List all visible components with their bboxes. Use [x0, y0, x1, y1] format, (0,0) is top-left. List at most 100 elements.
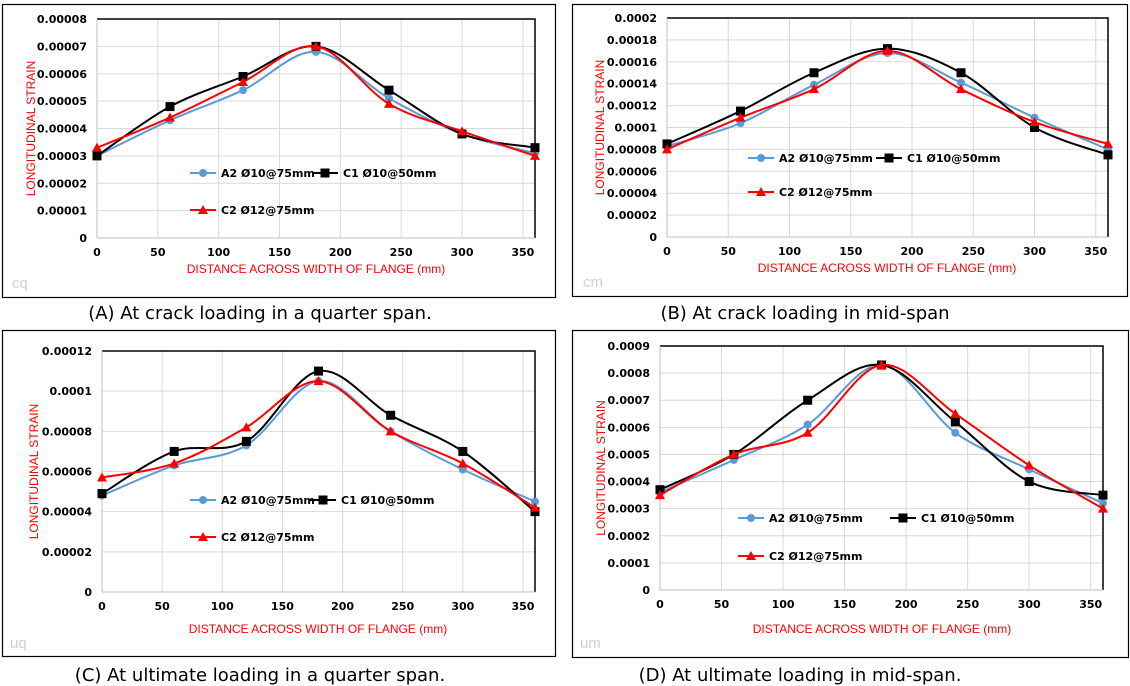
y-tick-label: 0.00002	[42, 546, 92, 559]
y-tick-label: 0.00008	[37, 13, 87, 26]
y-tick-label: 0.00016	[607, 56, 657, 69]
panel-caption: (D) At ultimate loading in mid-span.	[639, 665, 962, 686]
y-tick-label: 0.0001	[50, 385, 92, 398]
x-axis-title: DISTANCE ACROSS WIDTH OF FLANGE (mm)	[753, 622, 1011, 636]
watermark: cm	[583, 274, 603, 291]
marker-square	[655, 485, 665, 495]
x-tick-label: 0	[663, 245, 671, 258]
marker-triangle	[169, 458, 180, 468]
marker-circle	[385, 94, 393, 103]
plot-frame	[97, 18, 536, 238]
marker-square	[1024, 477, 1034, 487]
marker-triangle	[97, 472, 107, 482]
x-axis-title: DISTANCE ACROSS WIDTH OF FLANGE (mm)	[189, 622, 447, 636]
marker-square	[386, 410, 396, 420]
marker-square	[92, 151, 102, 161]
x-tick-label: 300	[1023, 245, 1046, 258]
marker-circle	[199, 496, 207, 504]
x-axis-title: DISTANCE ACROSS WIDTH OF FLANGE (mm)	[187, 262, 445, 276]
marker-circle	[951, 428, 960, 437]
marker-triangle	[950, 408, 961, 418]
x-tick-label: 0	[98, 600, 106, 613]
marker-triangle	[809, 84, 819, 94]
legend-item: A2 Ø10@75mm	[190, 167, 315, 180]
marker-square	[803, 395, 813, 405]
x-tick-label: 200	[895, 598, 918, 611]
marker-circle	[458, 465, 467, 474]
marker-triangle	[311, 41, 321, 51]
series-triangle	[655, 359, 1108, 513]
marker-square	[809, 68, 819, 78]
marker-triangle	[662, 144, 672, 154]
legend-label: C2 Ø12@75mm	[769, 550, 862, 563]
marker-square	[1103, 150, 1113, 160]
y-tick-label: 0.0004	[608, 476, 651, 489]
marker-square	[241, 436, 251, 446]
x-tick-label: 350	[511, 600, 534, 613]
x-tick-label: 350	[1084, 245, 1107, 258]
x-tick-label: 50	[721, 245, 737, 258]
legend-label: C1 Ø10@50mm	[907, 152, 1000, 165]
y-tick-label: 0.00005	[37, 95, 87, 108]
y-tick-label: 0.00004	[42, 506, 92, 519]
x-tick-label: 150	[268, 246, 291, 259]
chart-panel-a: 0 0.00001 0.00002 0.00003 0.00004 0.00005 0.00…	[1, 3, 557, 299]
x-tick-label: 100	[207, 246, 230, 259]
y-tick-label: 0.0002	[615, 12, 657, 25]
marker-triangle	[1098, 503, 1108, 513]
marker-triangle	[746, 551, 756, 560]
panel-caption: (B) At crack loading in mid-span	[660, 303, 949, 324]
y-tick-label: 0	[79, 232, 87, 245]
legend-label: A2 Ø10@75mm	[779, 152, 873, 165]
x-tick-label: 100	[772, 598, 795, 611]
panel-caption: (C) At ultimate loading in a quarter spa…	[75, 665, 445, 686]
y-tick-label: 0.00002	[37, 177, 87, 190]
panel-caption: (A) At crack loading in a quarter span.	[88, 303, 432, 324]
x-tick-label: 250	[956, 598, 979, 611]
marker-triangle	[1029, 117, 1040, 127]
marker-triangle	[1103, 138, 1113, 148]
y-tick-label: 0.00008	[607, 143, 657, 156]
marker-triangle	[165, 112, 175, 122]
marker-square	[238, 71, 248, 81]
marker-circle	[747, 514, 755, 522]
y-tick-label: 0.00014	[607, 78, 657, 91]
marker-triangle	[956, 84, 966, 94]
y-tick-label: 0.00006	[42, 466, 92, 479]
legend-item: C1 Ø10@50mm	[876, 152, 1000, 165]
x-axis-title: DISTANCE ACROSS WIDTH OF FLANGE (mm)	[758, 261, 1016, 275]
marker-square	[458, 446, 468, 456]
marker-square	[1030, 123, 1039, 132]
marker-triangle	[241, 422, 252, 432]
y-tick-label: 0.00006	[37, 68, 87, 81]
x-tick-label: 100	[211, 600, 234, 613]
marker-square	[97, 489, 107, 499]
y-tick-label: 0.00018	[607, 34, 657, 47]
x-tick-label: 150	[839, 245, 862, 258]
marker-circle	[1099, 499, 1107, 508]
marker-square	[318, 495, 328, 505]
y-axis-title: LONGITUDINAL STRAIN	[594, 400, 608, 536]
marker-square	[950, 417, 960, 427]
marker-square	[662, 139, 672, 149]
marker-triangle	[728, 449, 739, 459]
x-tick-label: 200	[901, 245, 924, 258]
plot-frame	[667, 17, 1109, 237]
x-tick-label: 350	[1079, 598, 1102, 611]
marker-square	[320, 168, 330, 178]
y-tick-label: 0.00012	[607, 100, 657, 113]
y-tick-label: 0.0008	[608, 367, 650, 380]
marker-triangle	[238, 76, 248, 86]
x-tick-label: 0	[93, 246, 101, 259]
y-tick-label: 0.00008	[42, 425, 92, 438]
legend-label: A2 Ø10@75mm	[769, 512, 863, 525]
legend-item: C1 Ø10@50mm	[310, 494, 434, 507]
legend-label: C1 Ø10@50mm	[341, 494, 434, 507]
y-tick-label: 0	[642, 584, 650, 597]
x-tick-label: 150	[833, 598, 856, 611]
y-tick-label: 0.00004	[37, 123, 87, 136]
y-tick-label: 0.0007	[608, 394, 650, 407]
legend-label: C1 Ø10@50mm	[343, 167, 436, 180]
y-tick-label: 0.0003	[608, 503, 650, 516]
